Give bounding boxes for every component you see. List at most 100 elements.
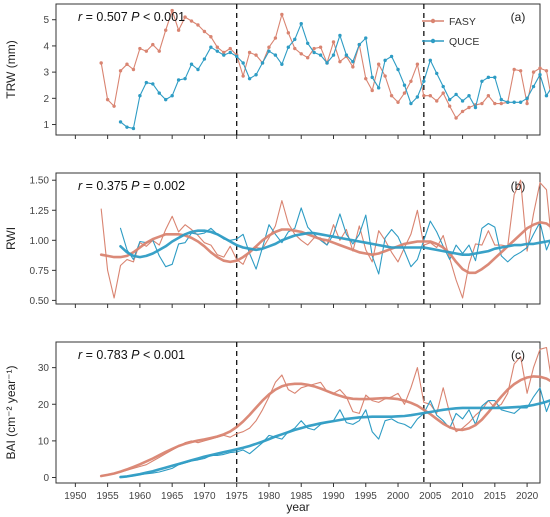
data-point-quce bbox=[125, 125, 129, 129]
data-point-fasy bbox=[247, 50, 252, 55]
data-point-fasy bbox=[305, 56, 310, 60]
series-line-fasy bbox=[100, 346, 550, 477]
data-point-quce bbox=[473, 105, 478, 110]
data-point-fasy bbox=[189, 19, 194, 23]
data-point-fasy bbox=[318, 45, 323, 49]
data-point-fasy bbox=[376, 62, 381, 66]
data-point-fasy bbox=[396, 100, 400, 104]
data-point-quce bbox=[383, 58, 387, 63]
series-line-quce bbox=[119, 387, 550, 478]
x-tick-label: 1955 bbox=[97, 491, 120, 502]
data-point-quce bbox=[370, 75, 374, 80]
data-point-quce bbox=[480, 79, 484, 83]
stat-p-symbol: P bbox=[131, 179, 140, 193]
data-point-fasy bbox=[267, 45, 271, 49]
data-point-quce bbox=[241, 61, 245, 65]
data-point-quce bbox=[357, 42, 362, 47]
data-point-fasy bbox=[499, 101, 503, 106]
data-point-quce bbox=[286, 45, 291, 49]
data-point-fasy bbox=[151, 42, 155, 47]
data-point-quce bbox=[531, 84, 536, 89]
panel-tag: (a) bbox=[511, 10, 526, 24]
data-point-fasy bbox=[176, 28, 181, 32]
data-point-fasy bbox=[105, 97, 110, 102]
data-point-fasy bbox=[112, 104, 116, 108]
y-axis-label: BAI (cm⁻² year⁻¹) bbox=[4, 365, 18, 459]
data-point-quce bbox=[460, 99, 465, 103]
data-point-quce bbox=[209, 45, 213, 49]
data-point-fasy bbox=[428, 94, 432, 98]
legend-label-fasy: FASY bbox=[449, 16, 476, 28]
data-point-quce bbox=[364, 36, 368, 40]
data-point-quce bbox=[422, 79, 426, 83]
data-point-quce bbox=[415, 95, 420, 99]
data-point-fasy bbox=[312, 46, 316, 51]
x-tick-label: 2010 bbox=[451, 491, 474, 502]
data-point-quce bbox=[260, 61, 265, 65]
x-tick-label: 1970 bbox=[193, 491, 216, 502]
data-point-fasy bbox=[389, 94, 394, 98]
y-axis-label: TRW (mm) bbox=[4, 40, 18, 98]
data-point-quce bbox=[344, 53, 349, 57]
data-point-quce bbox=[176, 78, 181, 82]
data-point-fasy bbox=[125, 62, 129, 66]
data-point-fasy bbox=[118, 69, 123, 73]
data-point-quce bbox=[189, 62, 194, 66]
data-point-fasy bbox=[131, 67, 136, 72]
x-tick-label: 1975 bbox=[226, 491, 249, 502]
data-point-quce bbox=[228, 50, 232, 55]
data-point-fasy bbox=[164, 28, 168, 32]
data-point-fasy bbox=[228, 46, 232, 51]
data-point-quce bbox=[486, 75, 491, 80]
data-point-quce bbox=[447, 97, 452, 102]
data-point-fasy bbox=[454, 116, 458, 120]
stat-p-symbol: P bbox=[131, 10, 140, 24]
panel-0: 1 2 3 4 5 r = 0.507 P < 0.001 (a) TRW (mm) bbox=[4, 3, 550, 139]
data-point-quce bbox=[234, 54, 239, 59]
data-point-quce bbox=[441, 84, 445, 89]
series-line-quce-smoothed bbox=[119, 229, 550, 259]
data-point-quce bbox=[325, 61, 329, 65]
correlation-stat: r = 0.783 P < 0.001 bbox=[78, 348, 185, 362]
data-point-quce bbox=[493, 75, 497, 80]
data-point-fasy bbox=[170, 8, 174, 13]
data-point-quce bbox=[118, 120, 123, 124]
data-point-quce bbox=[157, 91, 161, 95]
data-point-fasy bbox=[415, 62, 420, 66]
y-tick-label: 3 bbox=[43, 68, 49, 79]
y-tick-label: 0 bbox=[43, 473, 49, 484]
data-point-fasy bbox=[435, 99, 439, 103]
data-point-fasy bbox=[467, 105, 471, 110]
data-point-quce bbox=[164, 97, 168, 102]
data-point-fasy bbox=[280, 12, 284, 17]
y-tick-label: 1.00 bbox=[30, 236, 50, 247]
y-tick-label: 1.50 bbox=[30, 176, 50, 187]
data-point-fasy bbox=[202, 29, 207, 34]
x-tick-label: 1990 bbox=[322, 491, 345, 502]
data-point-fasy bbox=[157, 49, 161, 53]
series-line-quce bbox=[119, 23, 550, 129]
data-point-quce bbox=[215, 49, 220, 53]
data-point-quce bbox=[247, 76, 252, 81]
data-point-quce bbox=[131, 126, 136, 131]
stat-r-symbol: r bbox=[78, 10, 83, 24]
x-tick-label: 2005 bbox=[419, 491, 442, 502]
data-point-quce bbox=[202, 57, 207, 61]
data-point-quce bbox=[518, 100, 523, 104]
plot-frame bbox=[55, 341, 541, 484]
data-point-quce bbox=[351, 59, 355, 64]
stat-p-symbol: P bbox=[131, 348, 140, 362]
data-point-fasy bbox=[196, 23, 200, 27]
data-point-quce bbox=[331, 53, 336, 57]
data-point-fasy bbox=[538, 66, 542, 70]
data-point-fasy bbox=[299, 52, 303, 56]
data-point-fasy bbox=[518, 69, 523, 73]
y-tick-label: 0.75 bbox=[30, 266, 50, 277]
y-tick-label: 2 bbox=[43, 94, 49, 105]
data-point-fasy bbox=[486, 94, 491, 98]
series-line-quce-smoothed bbox=[119, 399, 550, 479]
data-point-quce bbox=[389, 54, 394, 59]
y-axis-label: RWI bbox=[4, 227, 18, 250]
stat-r-symbol: r bbox=[78, 348, 83, 362]
